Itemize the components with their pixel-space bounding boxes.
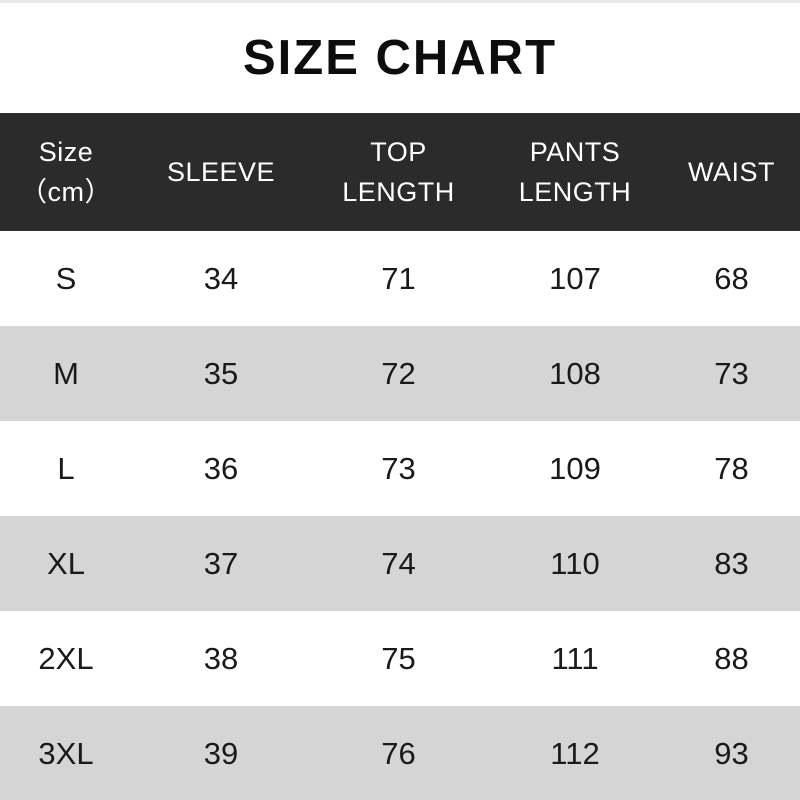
table-row-l: L 36 73 109 78 <box>0 421 800 516</box>
cell-size: 3XL <box>38 735 94 771</box>
column-header-pants-length: PANTS LENGTH <box>518 137 632 207</box>
table-row-xl: XL 37 74 110 83 <box>0 516 800 611</box>
top-edge-strip <box>0 0 800 3</box>
cell-waist: 68 <box>714 260 749 296</box>
cell-waist: 73 <box>714 355 749 391</box>
cell-size: XL <box>47 545 85 581</box>
cell-waist: 78 <box>714 450 749 486</box>
cell-waist: 88 <box>714 640 749 676</box>
column-header-top-length: TOP LENGTH <box>342 137 455 207</box>
cell-pants-length: 112 <box>550 735 600 771</box>
cell-top-length: 71 <box>381 260 416 296</box>
column-header-size: Size （cm） <box>20 137 112 207</box>
cell-pants-length: 107 <box>549 260 601 296</box>
cell-pants-length: 111 <box>551 640 599 676</box>
table-row-2xl: 2XL 38 75 111 88 <box>0 611 800 706</box>
size-chart-table: Size （cm） SLEEVE TOP LENGTH PANTS LENGTH WAI… <box>0 113 800 800</box>
cell-size: S <box>55 260 77 296</box>
column-header-sleeve: SLEEVE <box>166 157 276 187</box>
column-header-waist: WAIST <box>688 157 775 187</box>
cell-top-length: 76 <box>381 735 416 771</box>
cell-top-length: 74 <box>381 545 416 581</box>
cell-top-length: 73 <box>381 450 416 486</box>
cell-pants-length: 108 <box>549 355 601 391</box>
cell-size: M <box>53 355 79 391</box>
cell-top-length: 72 <box>381 355 416 391</box>
cell-waist: 83 <box>714 545 749 581</box>
cell-sleeve: 34 <box>203 260 239 296</box>
cell-size: L <box>57 450 75 486</box>
cell-top-length: 75 <box>381 640 416 676</box>
cell-sleeve: 38 <box>203 640 239 676</box>
cell-size: 2XL <box>38 640 94 676</box>
cell-sleeve: 35 <box>203 355 239 391</box>
table-row-s: S 34 71 107 68 <box>0 231 800 326</box>
table-row-m: M 35 72 108 73 <box>0 326 800 421</box>
cell-sleeve: 37 <box>203 545 239 581</box>
cell-sleeve: 36 <box>203 450 239 486</box>
page-title: SIZE CHART <box>243 31 557 85</box>
cell-pants-length: 110 <box>550 545 600 581</box>
table-header-row: Size （cm） SLEEVE TOP LENGTH PANTS LENGTH WAI… <box>0 113 800 231</box>
table-body: S 34 71 107 68 M 35 72 108 73 L 36 73 109 78 XL 37 74 110 8… <box>0 231 800 800</box>
cell-waist: 93 <box>714 735 749 771</box>
cell-pants-length: 109 <box>549 450 601 486</box>
cell-sleeve: 39 <box>203 735 239 771</box>
table-row-3xl: 3XL 39 76 112 93 <box>0 706 800 800</box>
